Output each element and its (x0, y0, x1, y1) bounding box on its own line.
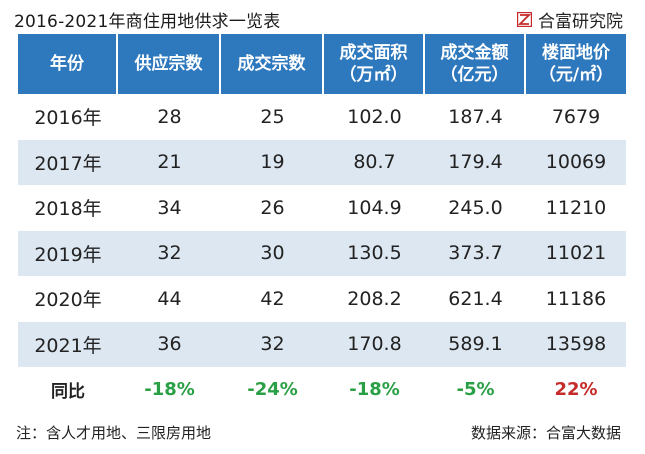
cell-year: 2018年 (18, 185, 118, 231)
cell-year: 2016年 (18, 94, 118, 140)
yoy-deal-count: -24% (221, 367, 324, 413)
cell-deal-amount: 621.4 (425, 276, 526, 322)
cell-deal-amount: 187.4 (425, 94, 526, 140)
table-row: 2019年 32 30 130.5 373.7 11021 (18, 230, 626, 276)
cell-supply-count: 21 (118, 139, 221, 185)
cell-year: 2017年 (18, 139, 118, 185)
cell-floor-price: 11186 (526, 276, 626, 322)
table-row: 2017年 21 19 80.7 179.4 10069 (18, 139, 626, 185)
cell-supply-count: 28 (118, 94, 221, 140)
brand-name: 合富研究院 (538, 12, 623, 32)
yoy-deal-amount: -5% (425, 367, 526, 413)
column-header-floor-price: 楼面地价 （元/㎡） (526, 34, 626, 94)
cell-deal-area: 104.9 (324, 185, 425, 231)
yoy-floor-price: 22% (526, 367, 626, 413)
yoy-deal-area: -18% (324, 367, 425, 413)
cell-deal-count: 19 (221, 139, 324, 185)
column-header-deal-area: 成交面积 （万㎡） (324, 34, 425, 94)
data-table: 年份 供应宗数 成交宗数 成交面积 （万㎡） 成交金额 （亿元） 楼面地价 （元/㎡）… (18, 34, 626, 413)
cell-year: 2021年 (18, 321, 118, 367)
cell-floor-price: 11021 (526, 230, 626, 276)
cell-supply-count: 32 (118, 230, 221, 276)
column-header-deal-amount: 成交金额 （亿元） (425, 34, 526, 94)
column-header-year: 年份 (18, 34, 118, 94)
table-row: 2018年 34 26 104.9 245.0 11210 (18, 185, 626, 231)
cell-floor-price: 13598 (526, 321, 626, 367)
cell-supply-count: 34 (118, 185, 221, 231)
yoy-supply-count: -18% (118, 367, 221, 413)
cell-supply-count: 36 (118, 321, 221, 367)
brand-mark-icon (517, 12, 532, 27)
cell-deal-amount: 179.4 (425, 139, 526, 185)
table-row: 2016年 28 25 102.0 187.4 7679 (18, 94, 626, 140)
cell-deal-area: 130.5 (324, 230, 425, 276)
cell-deal-area: 102.0 (324, 94, 425, 140)
cell-deal-count: 25 (221, 94, 324, 140)
cell-year: 2020年 (18, 276, 118, 322)
cell-floor-price: 10069 (526, 139, 626, 185)
cell-deal-area: 208.2 (324, 276, 425, 322)
yoy-row: 同比 -18% -24% -18% -5% 22% (18, 367, 626, 413)
yoy-label: 同比 (18, 367, 118, 413)
column-header-supply-count: 供应宗数 (118, 34, 221, 94)
cell-deal-count: 26 (221, 185, 324, 231)
footnote: 注：含人才用地、三限房用地 (16, 424, 212, 442)
data-source: 数据来源：合富大数据 (470, 424, 621, 442)
cell-deal-count: 42 (221, 276, 324, 322)
table-header-row: 年份 供应宗数 成交宗数 成交面积 （万㎡） 成交金额 （亿元） 楼面地价 （元/㎡） (18, 34, 626, 94)
cell-year: 2019年 (18, 230, 118, 276)
table-row: 2020年 44 42 208.2 621.4 11186 (18, 276, 626, 322)
cell-deal-count: 32 (221, 321, 324, 367)
cell-floor-price: 11210 (526, 185, 626, 231)
cell-deal-area: 170.8 (324, 321, 425, 367)
cell-deal-count: 30 (221, 230, 324, 276)
cell-floor-price: 7679 (526, 94, 626, 140)
page-title: 2016-2021年商住用地供求一览表 (14, 12, 281, 32)
brand-logo: 合富研究院 (517, 7, 623, 32)
cell-deal-amount: 245.0 (425, 185, 526, 231)
cell-deal-amount: 373.7 (425, 230, 526, 276)
table-row: 2021年 36 32 170.8 589.1 13598 (18, 321, 626, 367)
cell-deal-amount: 589.1 (425, 321, 526, 367)
column-header-deal-count: 成交宗数 (221, 34, 324, 94)
cell-deal-area: 80.7 (324, 139, 425, 185)
cell-supply-count: 44 (118, 276, 221, 322)
